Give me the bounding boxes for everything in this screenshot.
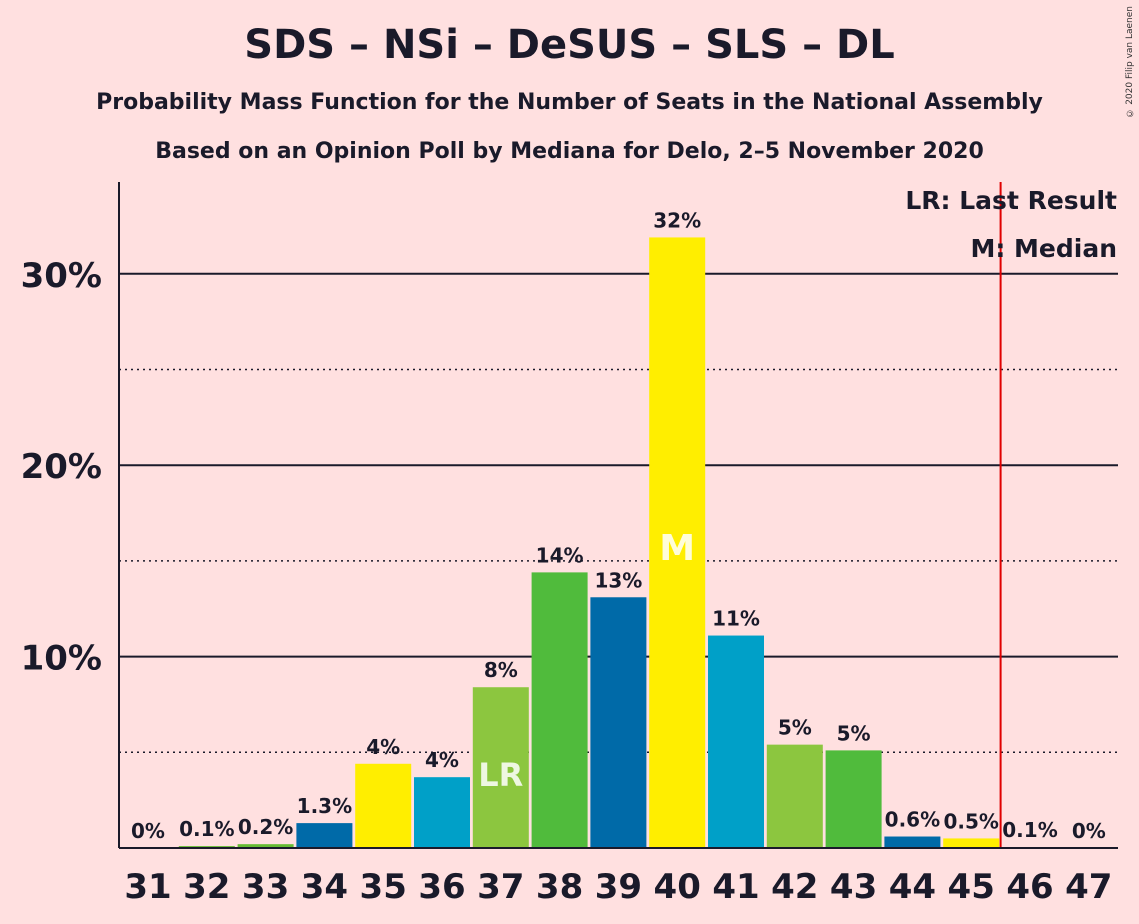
legend-median: M: Median <box>970 234 1117 263</box>
bar <box>531 572 588 848</box>
x-tick-label: 37 <box>477 867 524 907</box>
x-tick-label: 45 <box>948 867 995 907</box>
data-label: 0% <box>1072 819 1106 843</box>
x-tick-label: 35 <box>360 867 407 907</box>
x-tick-label: 47 <box>1065 867 1112 907</box>
data-label: 11% <box>712 607 760 631</box>
x-tick-label: 40 <box>654 867 701 907</box>
bar <box>590 597 647 848</box>
legend-last-result: LR: Last Result <box>905 186 1117 215</box>
data-label: 0% <box>131 819 165 843</box>
x-tick-label: 34 <box>301 867 348 907</box>
bar <box>649 237 706 848</box>
x-tick-label: 38 <box>536 867 583 907</box>
data-label: 13% <box>594 568 642 592</box>
data-label: 5% <box>778 716 812 740</box>
bar <box>766 744 823 848</box>
data-label: 0.6% <box>885 808 940 832</box>
x-tick-label: 36 <box>418 867 465 907</box>
data-label: 1.3% <box>297 794 352 818</box>
y-tick-label: 30% <box>21 256 102 296</box>
median-marker: M <box>659 528 695 569</box>
data-label: 0.5% <box>943 809 998 833</box>
data-label: 5% <box>837 721 871 745</box>
x-tick-label: 31 <box>124 867 171 907</box>
data-label: 32% <box>653 208 701 232</box>
x-tick-label: 39 <box>595 867 642 907</box>
data-label: 0.1% <box>1002 818 1057 842</box>
data-label: 14% <box>536 543 584 567</box>
x-tick-label: 42 <box>771 867 818 907</box>
data-label: 0.1% <box>179 817 234 841</box>
x-tick-label: 46 <box>1006 867 1053 907</box>
bar <box>414 777 470 848</box>
data-label: 8% <box>484 658 518 682</box>
x-tick-label: 44 <box>889 867 936 907</box>
chart-subtitle: Probability Mass Function for the Number… <box>96 90 1043 115</box>
chart-subtitle-source: Based on an Opinion Poll by Mediana for … <box>155 139 984 164</box>
bar <box>237 844 294 848</box>
bar <box>825 750 882 848</box>
bar <box>943 838 1000 848</box>
x-tick-label: 41 <box>712 867 759 907</box>
y-tick-label: 10% <box>21 639 102 679</box>
bar <box>472 687 529 848</box>
x-tick-label: 32 <box>183 867 230 907</box>
data-label: 4% <box>366 735 400 759</box>
last-result-marker: LR <box>478 756 523 794</box>
bar <box>355 763 412 848</box>
x-tick-label: 43 <box>830 867 877 907</box>
data-label: 4% <box>425 748 459 772</box>
data-label: 0.2% <box>238 815 293 839</box>
y-tick-label: 20% <box>21 447 102 487</box>
bar <box>884 836 941 848</box>
chart-title: SDS – NSi – DeSUS – SLS – DL <box>244 22 895 68</box>
bar <box>708 635 764 848</box>
bar <box>296 823 353 848</box>
x-tick-label: 33 <box>242 867 289 907</box>
